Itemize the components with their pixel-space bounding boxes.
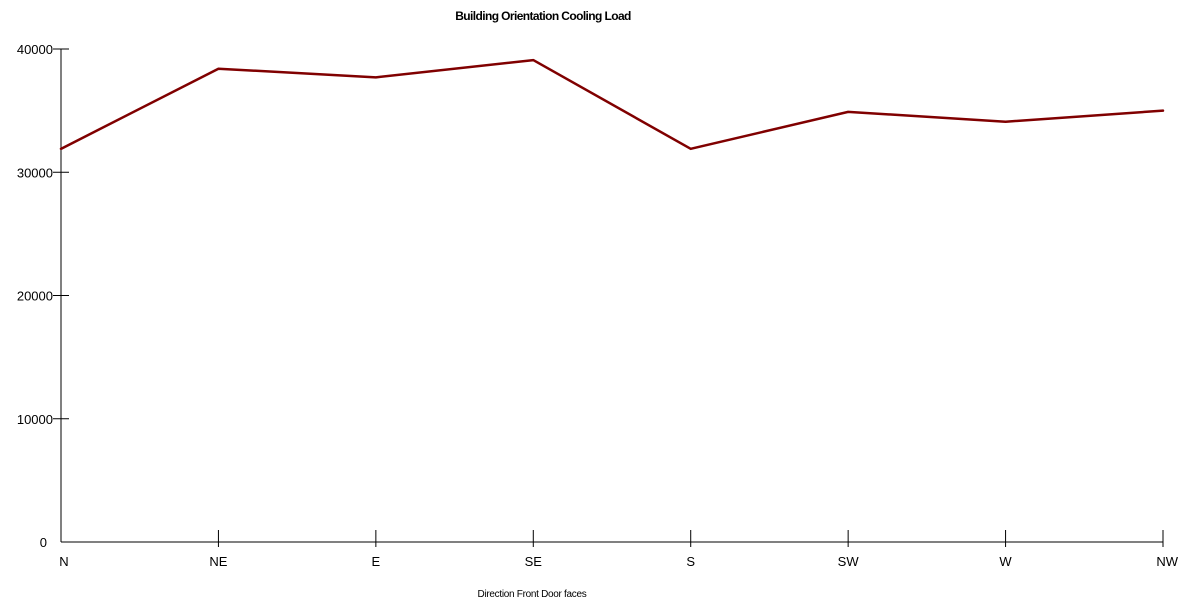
data-point xyxy=(1162,109,1164,112)
x-tick-label: NE xyxy=(209,554,227,569)
data-point xyxy=(1004,120,1007,123)
y-tick-label: 40000 xyxy=(17,42,53,57)
x-tick-label: SE xyxy=(525,554,543,569)
x-axis-label: Direction Front Door faces xyxy=(478,589,587,600)
data-point xyxy=(375,76,377,79)
axes: 0 10000 20000 30000 40000 N NE E SE S SW W NW xyxy=(17,42,1179,569)
y-tick-label: 20000 xyxy=(17,289,53,304)
x-tick-label: SW xyxy=(838,554,860,569)
y-tick-label: 10000 xyxy=(17,412,53,427)
y-tick-label: 0 xyxy=(40,535,47,550)
chart-title: Building Orientation Cooling Load xyxy=(455,9,631,23)
x-tick-label: E xyxy=(372,554,381,569)
data-point xyxy=(532,59,535,61)
data-point xyxy=(847,111,849,113)
series-line xyxy=(59,58,1165,151)
data-point xyxy=(217,67,220,70)
data-point xyxy=(60,148,62,150)
x-tick-label: N xyxy=(59,554,68,569)
plot-area xyxy=(59,58,1165,151)
x-tick-label: W xyxy=(999,554,1012,569)
data-point xyxy=(689,148,692,150)
x-tick-label: NW xyxy=(1156,554,1178,569)
y-tick-label: 30000 xyxy=(17,165,53,180)
x-tick-label: S xyxy=(686,554,695,569)
